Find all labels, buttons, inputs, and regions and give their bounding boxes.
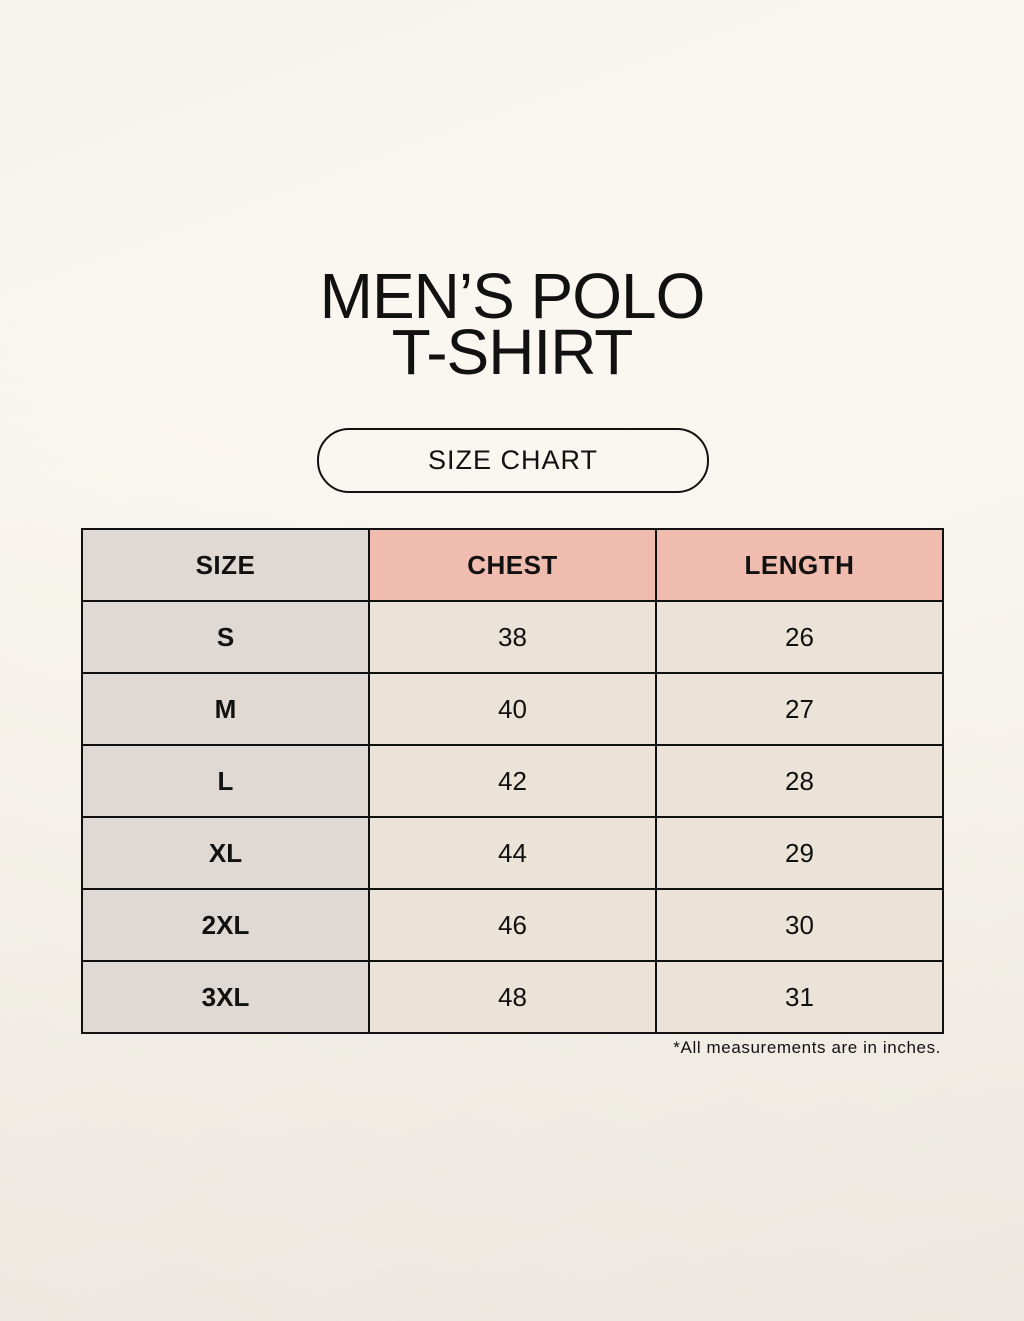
header-chest: CHEST (368, 528, 657, 602)
cell-size: 2XL (81, 888, 370, 962)
header-size: SIZE (81, 528, 370, 602)
cell-size: M (81, 672, 370, 746)
cell-length: 30 (655, 888, 944, 962)
table-row: L 42 28 (81, 744, 944, 818)
cell-chest: 38 (368, 600, 657, 674)
cell-chest: 48 (368, 960, 657, 1034)
header-length: LENGTH (655, 528, 944, 602)
cell-chest: 40 (368, 672, 657, 746)
table-row: 3XL 48 31 (81, 960, 944, 1034)
measurement-note: *All measurements are in inches. (673, 1038, 941, 1057)
title-line-2: T-SHIRT (391, 316, 634, 388)
cell-chest: 42 (368, 744, 657, 818)
cell-length: 27 (655, 672, 944, 746)
size-table: SIZE CHEST LENGTH S 38 26 M 40 27 L 42 28 XL 44 29 2… (81, 528, 944, 1034)
size-chart-label: SIZE CHART (317, 428, 709, 493)
cell-size: XL (81, 816, 370, 890)
cell-length: 28 (655, 744, 944, 818)
cell-size: L (81, 744, 370, 818)
table-row: XL 44 29 (81, 816, 944, 890)
cell-length: 29 (655, 816, 944, 890)
cell-size: S (81, 600, 370, 674)
cell-length: 26 (655, 600, 944, 674)
cell-length: 31 (655, 960, 944, 1034)
cell-chest: 46 (368, 888, 657, 962)
table-row: M 40 27 (81, 672, 944, 746)
cell-size: 3XL (81, 960, 370, 1034)
table-header-row: SIZE CHEST LENGTH (81, 528, 944, 602)
cell-chest: 44 (368, 816, 657, 890)
table-row: S 38 26 (81, 600, 944, 674)
table-row: 2XL 46 30 (81, 888, 944, 962)
page-title: MEN’S POLO T-SHIRT (0, 260, 1024, 388)
title-line-1: MEN’S POLO (319, 260, 706, 332)
